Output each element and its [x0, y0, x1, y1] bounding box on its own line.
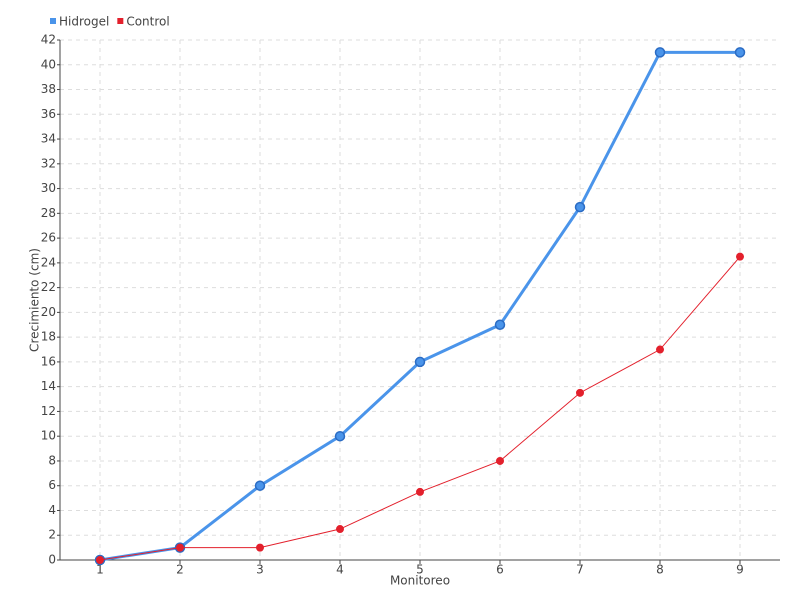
y-tick-label: 36 [41, 107, 56, 121]
x-tick-label: 3 [256, 563, 264, 577]
data-point [256, 543, 264, 552]
x-tick-label: 5 [416, 563, 424, 577]
data-point [576, 388, 584, 397]
y-tick-label: 40 [41, 57, 56, 71]
y-tick-label: 0 [48, 553, 56, 567]
legend-label: Hidrogel [59, 15, 109, 29]
y-tick-label: 30 [41, 181, 56, 195]
x-axis-label: Monitoreo [390, 574, 450, 588]
data-point [416, 487, 424, 496]
y-tick-label: 32 [41, 156, 56, 170]
data-point [654, 47, 666, 58]
legend-swatch [50, 18, 56, 24]
data-point [96, 556, 104, 564]
y-tick-label: 20 [41, 305, 56, 319]
x-tick-label: 8 [656, 563, 664, 577]
y-tick-label: 18 [41, 330, 56, 344]
y-tick-label: 12 [41, 404, 56, 418]
x-tick-label: 1 [96, 563, 104, 577]
x-tick-label: 4 [336, 563, 344, 577]
data-point [574, 201, 586, 213]
data-point [656, 345, 664, 354]
data-point [496, 456, 504, 465]
y-tick-label: 10 [41, 429, 56, 443]
y-tick-label: 22 [41, 280, 56, 294]
data-point [414, 356, 426, 368]
data-point [334, 430, 346, 442]
y-tick-label: 34 [41, 132, 56, 146]
x-tick-label: 2 [176, 563, 184, 577]
y-tick-label: 8 [48, 453, 56, 467]
data-point [254, 480, 266, 491]
y-tick-label: 38 [41, 82, 56, 96]
data-point [336, 525, 344, 534]
y-tick-label: 2 [48, 528, 56, 542]
y-tick-label: 14 [41, 379, 56, 393]
data-point [494, 319, 506, 331]
legend-swatch [117, 18, 124, 24]
y-tick-label: 26 [41, 231, 56, 245]
x-tick-label: 9 [736, 563, 744, 577]
data-point [734, 47, 746, 58]
y-tick-label: 24 [41, 255, 56, 269]
x-tick-label: 7 [576, 563, 584, 577]
y-tick-label: 6 [48, 478, 56, 492]
data-point [736, 252, 744, 261]
data-point [176, 543, 184, 552]
y-tick-label: 28 [41, 206, 56, 220]
y-tick-label: 42 [41, 33, 56, 47]
y-tick-label: 16 [41, 354, 56, 368]
legend-label: Control [126, 15, 169, 29]
y-axis-label: Crecimiento (cm) [28, 248, 42, 352]
x-tick-label: 6 [496, 563, 504, 577]
y-tick-label: 4 [48, 503, 56, 517]
